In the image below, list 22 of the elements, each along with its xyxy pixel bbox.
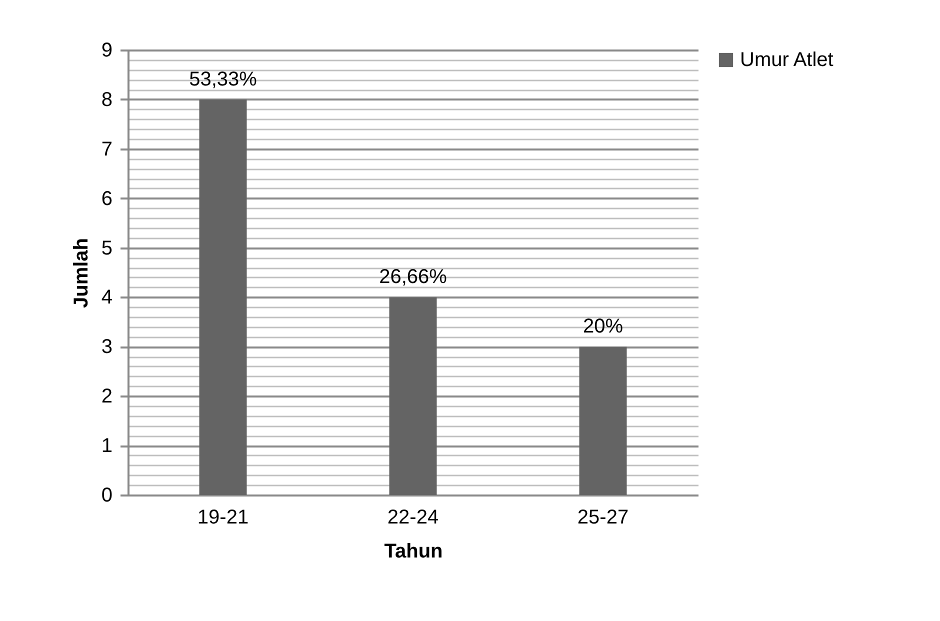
x-tick-label: 22-24 (387, 506, 439, 528)
y-tick-label: 2 (101, 386, 112, 408)
bar (389, 297, 437, 495)
bar (199, 99, 247, 495)
text: 20% (582, 316, 624, 338)
y-tick-label: 3 (101, 336, 112, 358)
y-tick-label: 0 (101, 484, 112, 506)
y-tick-label: 7 (101, 138, 112, 160)
y-tick-label: 5 (101, 237, 112, 260)
y-tick-label: 6 (101, 188, 112, 210)
text: 53,33% (189, 68, 257, 90)
bar (579, 346, 627, 495)
text: 26,66% (379, 266, 447, 288)
x-tick-label: 25-27 (577, 506, 629, 528)
y-tick-label: 1 (101, 435, 112, 458)
x-axis-title: Tahun (384, 540, 443, 562)
y-tick-label: 4 (101, 286, 112, 309)
y-tick-label: 9 (101, 40, 112, 62)
x-tick-label: 19-21 (197, 506, 249, 528)
y-tick-label: 8 (101, 88, 112, 111)
legend-label: Umur Atlet (740, 49, 834, 71)
y-axis-title: Jumlah (70, 238, 92, 308)
